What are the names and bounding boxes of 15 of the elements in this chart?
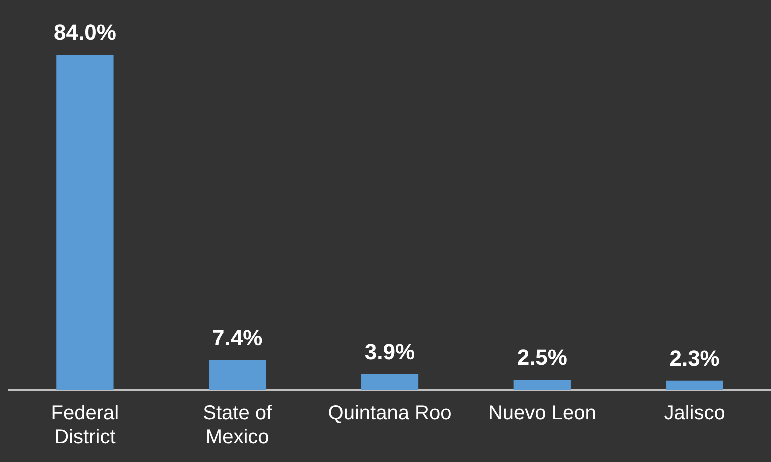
data-label: 2.5% (517, 345, 568, 370)
data-label: 3.9% (364, 340, 416, 365)
data-label: 2.3% (670, 346, 720, 371)
data-label: 7.4% (212, 326, 263, 351)
x-tick-label: Federal District (51, 402, 120, 449)
bar (361, 374, 419, 390)
bar (209, 360, 266, 390)
bar (56, 55, 114, 390)
data-label: 84.0% (54, 20, 116, 46)
x-tick-label: Nuevo Leon (488, 402, 596, 425)
x-tick-label: Quintana Roo (328, 402, 452, 425)
x-tick-label: State of Mexico (203, 402, 273, 449)
x-tick-label: Jalisco (664, 402, 726, 425)
bar (666, 380, 724, 390)
bar (514, 380, 571, 390)
